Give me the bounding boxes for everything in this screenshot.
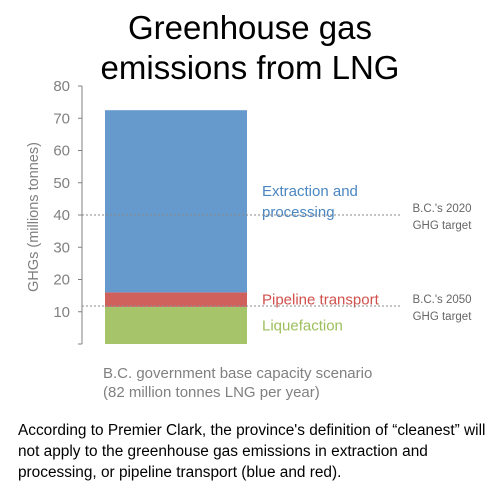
y-tick-label: 30 (53, 239, 70, 256)
series-label-extraction-and-processing: processing (262, 204, 335, 221)
bar-segment-liquefaction (105, 306, 247, 344)
chart-title-line-1: Greenhouse gas (127, 9, 372, 46)
bar-segment-pipeline-transport (105, 292, 247, 307)
y-axis-title: GHGs (millions tonnes) (26, 142, 42, 292)
target-label-2: GHG target (413, 311, 473, 323)
y-tick-label: 60 (53, 143, 70, 160)
y-tick-label: 80 (53, 78, 70, 95)
target-label-2: B.C.'s 2050 (412, 294, 471, 306)
series-label-extraction-and-processing: Extraction and (262, 183, 358, 200)
bar-segment-extraction-and-processing (105, 110, 247, 293)
series-label-pipeline-transport: Pipeline transport (262, 292, 380, 309)
caption-note: According to Premier Clark, the province… (18, 422, 486, 481)
category-label: (82 million tonnes LNG per year) (103, 384, 320, 401)
stacked-bar-chart: 10 20 30 40 50 60 70 80 GHGs (millions tonnes) Li… (26, 78, 473, 401)
y-tick-label: 70 (53, 110, 70, 127)
target-label-1: GHG target (413, 220, 473, 232)
series-label-liquefaction: Liquefaction (262, 317, 343, 334)
y-tick-label: 10 (53, 304, 70, 321)
chart-title-line-2: emissions from LNG (100, 49, 400, 86)
y-tick-label: 50 (53, 175, 70, 192)
chart-title: Greenhouse gas emissions from LNG (0, 8, 500, 88)
category-label: B.C. government base capacity scenario (103, 365, 372, 382)
y-tick-label: 20 (53, 272, 70, 289)
y-tick-label: 40 (53, 207, 70, 224)
target-label-1: B.C.'s 2020 (412, 203, 471, 215)
